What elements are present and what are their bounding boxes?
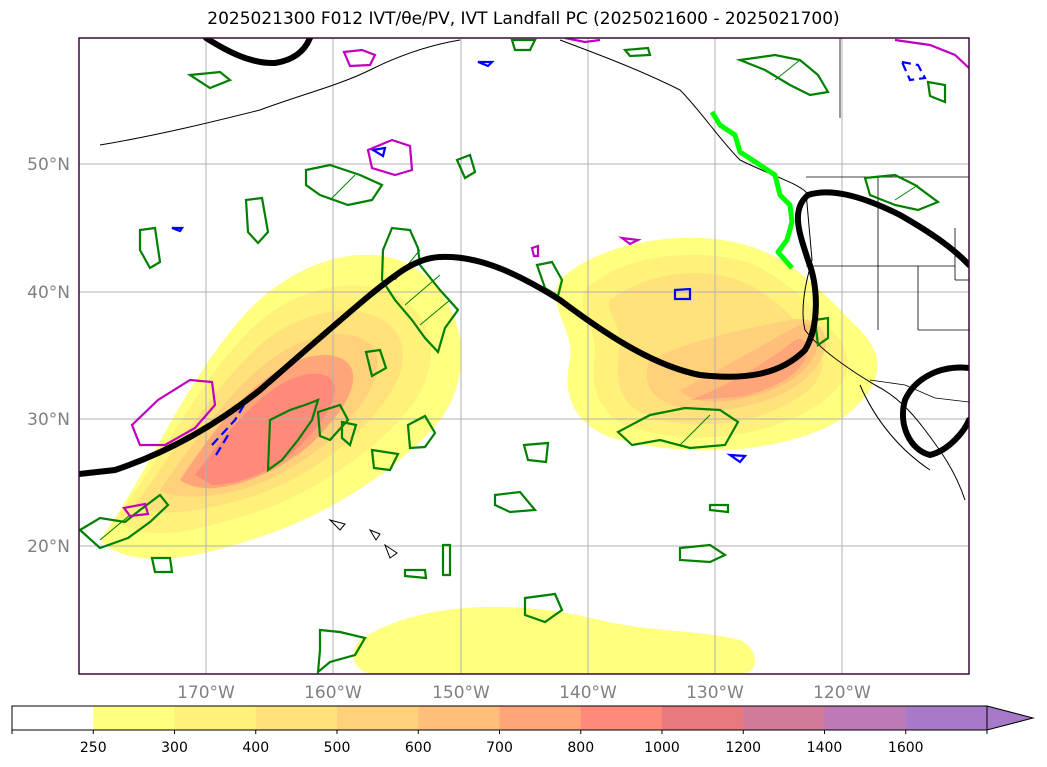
- pv-negative-contours: [171, 60, 927, 464]
- longitude-labels: 170°W 160°W 150°W 140°W 130°W 120°W: [177, 683, 871, 703]
- lon-label-130w: 130°W: [686, 683, 744, 703]
- lat-label-30: 30°N: [27, 410, 70, 430]
- colorbar-segment: [418, 706, 500, 730]
- ivt-landfall-line: [709, 110, 795, 270]
- jet-stream-loop: [900, 364, 969, 459]
- pv-hatching: [99, 59, 919, 541]
- colorbar-segment: [662, 706, 744, 730]
- borders: [806, 38, 969, 403]
- colorbar-segments: [12, 706, 988, 730]
- colorbar-ticks: [11, 730, 988, 734]
- colorbar-extend-arrow: [986, 705, 1035, 731]
- colorbar-segment: [174, 706, 257, 730]
- lon-label-120w: 120°W: [813, 683, 871, 703]
- colorbar-segment: [12, 706, 94, 730]
- colorbar-segment: [743, 706, 825, 730]
- colorbar-tick-label: 700: [486, 740, 513, 756]
- colorbar-tick-label: 1600: [888, 740, 924, 756]
- colorbar-segment: [499, 706, 582, 730]
- colorbar-segment: [824, 706, 907, 730]
- lat-label-40: 40°N: [27, 283, 70, 303]
- lat-label-20: 20°N: [27, 537, 70, 557]
- lon-label-170w: 170°W: [177, 683, 235, 703]
- lat-label-50: 50°N: [27, 155, 70, 175]
- colorbar-segment: [255, 706, 338, 730]
- jet-stream-line-north: [203, 38, 313, 67]
- map-frame: [78, 37, 970, 675]
- colorbar-tick-label: 500: [324, 740, 351, 756]
- colorbar-segment: [905, 706, 988, 730]
- colorbar-tick-label: 800: [567, 740, 594, 756]
- colorbar-tick-label: 1200: [725, 740, 761, 756]
- colorbar-tick-label: 1400: [807, 740, 843, 756]
- colorbar-labels: 250 300 400 500 600 700 800 1000 1200 1400 1600: [80, 740, 924, 756]
- pv-positive-contours: [79, 38, 947, 674]
- jet-stream-line: [79, 189, 969, 477]
- lon-label-140w: 140°W: [559, 683, 617, 703]
- colorbar-tick-label: 1000: [644, 740, 680, 756]
- colorbar-tick-label: 250: [80, 740, 107, 756]
- colorbar-tick-label: 400: [242, 740, 269, 756]
- graticule: [79, 38, 969, 674]
- colorbar: 250 300 400 500 600 700 800 1000 1200 1400 1600: [11, 705, 1035, 756]
- lon-label-160w: 160°W: [304, 683, 362, 703]
- coastlines: [99, 39, 966, 559]
- colorbar-segment: [580, 706, 663, 730]
- theta-e-contours: [122, 38, 969, 518]
- colorbar-segment: [93, 706, 175, 730]
- colorbar-tick-label: 300: [161, 740, 188, 756]
- latitude-labels: 50°N 40°N 30°N 20°N: [27, 155, 70, 557]
- chart-title: 2025021300 F012 IVT/θe/PV, IVT Landfall …: [207, 9, 840, 29]
- lon-label-150w: 150°W: [432, 683, 490, 703]
- colorbar-tick-label: 600: [405, 740, 432, 756]
- colorbar-segment: [337, 706, 419, 730]
